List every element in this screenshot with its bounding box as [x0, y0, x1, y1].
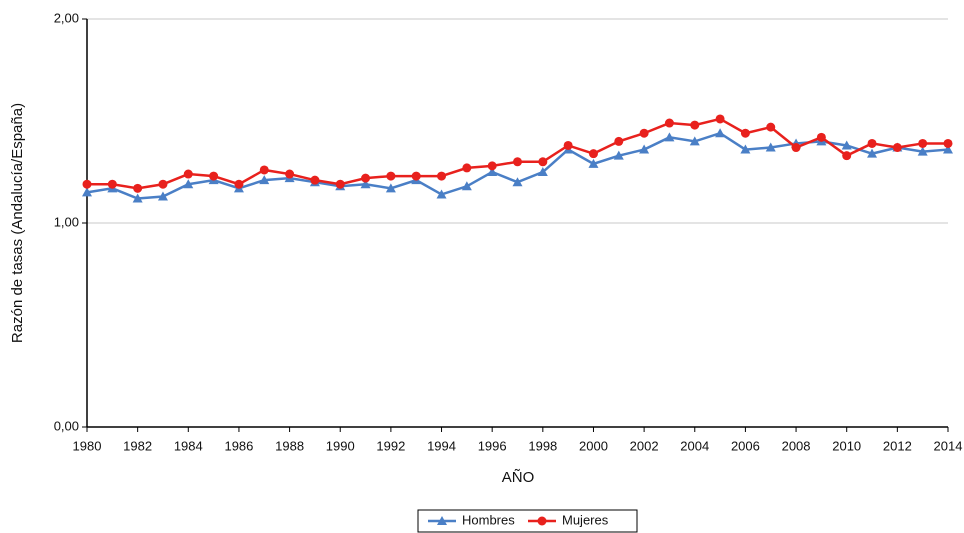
marker — [82, 187, 92, 197]
marker — [310, 175, 320, 185]
x-tick-label: 1998 — [528, 438, 557, 453]
marker — [512, 177, 523, 187]
legend-marker — [537, 516, 547, 526]
marker — [917, 146, 928, 156]
x-tick-label: 2012 — [883, 438, 912, 453]
marker — [513, 157, 522, 167]
marker — [690, 120, 700, 130]
marker — [740, 128, 750, 138]
marker — [361, 173, 371, 183]
marker — [588, 158, 599, 168]
y-axis-label: Razón de tasas (Andalucía/España) — [9, 103, 26, 343]
marker — [234, 179, 244, 189]
marker — [132, 193, 143, 203]
marker — [766, 122, 776, 132]
x-tick-label: 1986 — [224, 438, 253, 453]
x-tick-label: 1992 — [376, 438, 405, 453]
x-axis-label: AÑO — [502, 469, 535, 486]
marker — [462, 163, 472, 173]
marker — [689, 136, 700, 146]
marker — [133, 183, 143, 193]
marker — [386, 171, 396, 181]
marker — [867, 138, 877, 148]
marker — [360, 179, 371, 189]
marker — [82, 179, 92, 189]
x-tick-label: 1980 — [73, 438, 102, 453]
x-tick-label: 1982 — [123, 438, 152, 453]
marker — [411, 171, 421, 181]
marker — [613, 150, 624, 160]
x-tick-label: 2006 — [731, 438, 760, 453]
marker — [867, 148, 878, 158]
x-tick-label: 2008 — [782, 438, 811, 453]
marker — [765, 142, 776, 152]
x-tick-label: 1984 — [174, 438, 203, 453]
marker — [588, 149, 598, 159]
marker — [285, 169, 295, 179]
marker — [639, 144, 650, 154]
marker — [740, 144, 751, 154]
x-tick-label: 2002 — [630, 438, 659, 453]
marker — [664, 118, 674, 128]
marker — [259, 175, 270, 185]
marker — [183, 169, 193, 179]
legend-label: Hombres — [462, 512, 515, 527]
marker — [461, 181, 472, 191]
x-tick-label: 1996 — [478, 438, 507, 453]
y-tick-label: 0,00 — [54, 418, 79, 433]
marker — [892, 143, 902, 153]
legend-label: Mujeres — [562, 512, 609, 527]
legend-box — [417, 509, 638, 533]
marker — [664, 132, 675, 142]
marker — [487, 161, 497, 171]
marker — [943, 138, 953, 148]
marker — [715, 128, 726, 138]
marker — [158, 179, 168, 189]
marker — [385, 183, 396, 193]
x-tick-label: 2004 — [680, 438, 709, 453]
y-tick-label: 1,00 — [54, 214, 79, 229]
marker — [918, 138, 928, 148]
x-tick-label: 1990 — [326, 438, 355, 453]
marker — [209, 171, 219, 181]
marker — [259, 165, 269, 175]
marker — [563, 140, 573, 150]
x-tick-label: 2000 — [579, 438, 608, 453]
x-tick-label: 2014 — [934, 438, 963, 453]
marker — [538, 157, 548, 167]
marker — [791, 143, 801, 153]
y-tick-label: 2,00 — [54, 10, 79, 25]
marker — [335, 179, 345, 189]
marker — [107, 179, 117, 189]
x-tick-label: 2010 — [832, 438, 861, 453]
legend: Hombres Mujeres — [417, 509, 638, 533]
marker — [841, 140, 852, 150]
marker — [157, 191, 168, 201]
marker — [816, 132, 826, 142]
marker — [437, 171, 447, 181]
marker — [436, 189, 447, 199]
marker — [183, 179, 194, 189]
marker — [614, 136, 624, 146]
x-tick-label: 1994 — [427, 438, 456, 453]
marker — [537, 167, 548, 176]
legend-marker — [437, 516, 447, 525]
marker — [943, 144, 953, 154]
marker — [639, 128, 649, 138]
marker — [842, 151, 852, 161]
x-tick-label: 1988 — [275, 438, 304, 453]
marker — [487, 167, 498, 176]
marker — [715, 114, 725, 124]
